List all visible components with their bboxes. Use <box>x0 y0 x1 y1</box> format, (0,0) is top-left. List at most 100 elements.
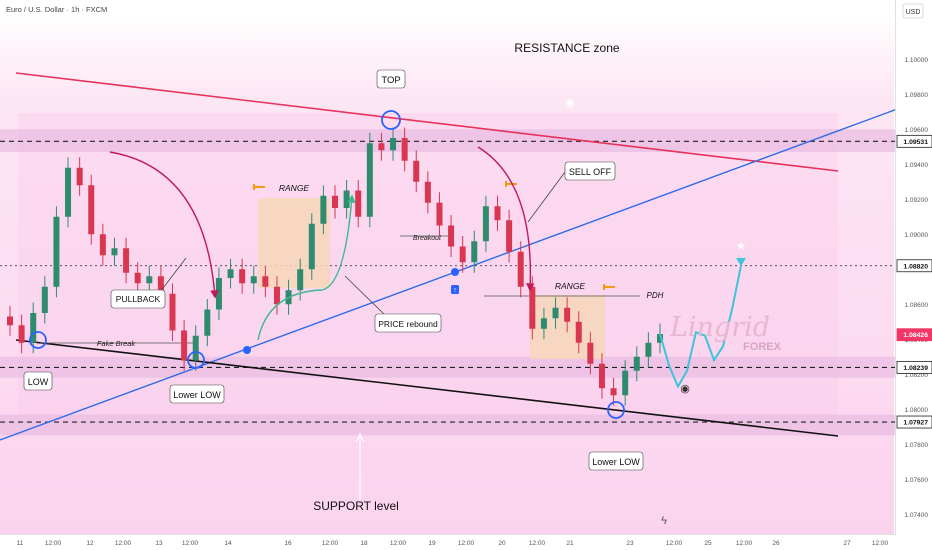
candle-up <box>41 286 48 313</box>
rebound-leader <box>344 275 387 317</box>
symbol-title[interactable]: Euro / U.S. Dollar · 1h · FXCM <box>6 5 107 14</box>
candle-down <box>88 185 95 235</box>
candle-down <box>134 272 141 284</box>
x-tick-label: 27 <box>843 540 851 547</box>
candle-down <box>332 195 338 208</box>
candle-down <box>99 234 106 256</box>
x-tick-label: 11 <box>17 540 24 547</box>
x-tick-label: 12:00 <box>115 540 132 547</box>
price-label: 1.09531 <box>903 139 928 146</box>
low-circle <box>29 331 47 349</box>
x-tick-label: 12:00 <box>872 540 889 547</box>
price-labels: 1.09531 1.08820 1.08426 1.08239 1.07927 <box>896 134 932 429</box>
y-tick-label: 1.09400 <box>905 162 929 169</box>
candles-layer <box>7 127 663 406</box>
selloff-label: SELL OFF <box>569 167 612 177</box>
top-circle <box>381 110 401 130</box>
projection-path <box>659 265 742 389</box>
range-box-1 <box>258 198 330 288</box>
price-label: 1.08820 <box>903 263 928 270</box>
x-tick-label: 12:00 <box>736 540 753 547</box>
currency-label: USD <box>906 9 921 16</box>
rebound-label: PRICE rebound <box>378 319 438 329</box>
currency-badge[interactable] <box>902 3 924 19</box>
zones-layer <box>0 129 896 436</box>
candle-up <box>622 370 629 396</box>
y-tick-label: 1.09600 <box>905 127 929 134</box>
ascending-trendline[interactable] <box>0 107 901 441</box>
candle-up <box>633 356 640 371</box>
range-flag-2 <box>603 286 615 288</box>
candle-down <box>378 143 385 151</box>
lightning-icon[interactable]: ϟ <box>661 515 667 527</box>
callout-rebound: PRICE rebound <box>374 313 442 333</box>
price-label-box <box>896 415 932 429</box>
trendline-touch-2 <box>451 268 459 276</box>
callout-top: TOP <box>376 69 406 89</box>
range-label-1: RANGE <box>279 183 310 193</box>
candle-up <box>215 278 222 310</box>
eye-icon: ◉ <box>680 383 690 395</box>
info-marker-icon <box>451 285 459 294</box>
candle-down <box>262 276 269 287</box>
candle-up <box>308 223 315 270</box>
candle-down <box>7 316 13 326</box>
candle-up <box>540 318 547 329</box>
candle-down <box>610 388 617 396</box>
price-label: 1.08239 <box>903 365 928 372</box>
selloff-arrow <box>477 146 535 292</box>
y-tick-label: 1.07400 <box>905 512 929 519</box>
candle-up <box>482 206 489 242</box>
x-tick-label: 13 <box>155 540 163 547</box>
support-level-label: SUPPORT level <box>313 499 399 513</box>
lower-low-label-1: Lower LOW <box>173 390 221 400</box>
candle-up <box>250 276 257 284</box>
x-tick-label: 26 <box>772 540 780 547</box>
price-label-box <box>896 361 932 374</box>
fake-break-label: Fake Break <box>97 339 137 348</box>
y-tick-label: 1.09800 <box>905 92 929 99</box>
candle-up <box>343 190 350 208</box>
x-tick-label: 12:00 <box>182 540 199 547</box>
x-tick-label: 20 <box>498 540 506 547</box>
candle-down <box>517 251 524 287</box>
lower-low-label-2: Lower LOW <box>592 457 640 467</box>
resistance-trendline[interactable] <box>15 72 839 172</box>
candle-up <box>366 143 373 217</box>
low-label: LOW <box>28 377 49 387</box>
candle-up <box>146 276 153 284</box>
support-trendline[interactable] <box>15 339 839 437</box>
x-tick-label: 23 <box>626 540 634 547</box>
callout-selloff: SELL OFF <box>564 161 616 181</box>
candle-down <box>436 202 443 226</box>
callout-lower-low-2: Lower LOW <box>588 451 644 471</box>
zone-resistance <box>0 129 896 152</box>
watermark-sub: FOREX <box>743 341 782 353</box>
candle-up <box>320 195 327 224</box>
trendline-touch-1 <box>243 346 251 354</box>
candle-down <box>413 160 420 182</box>
y-tick-label: 1.09200 <box>905 197 929 204</box>
candle-up <box>227 269 234 278</box>
callout-pullback: PULLBACK <box>110 289 166 309</box>
price-axis[interactable] <box>896 0 932 550</box>
projection-arrowhead <box>736 258 746 266</box>
x-tick-label: 12:00 <box>458 540 475 547</box>
x-tick-label: 21 <box>566 540 574 547</box>
selloff-leader <box>527 171 566 223</box>
top-label: TOP <box>381 75 400 86</box>
candle-down <box>76 167 83 186</box>
x-tick-label: 12:00 <box>666 540 683 547</box>
x-tick-label: 12:00 <box>390 540 407 547</box>
candle-up <box>390 138 397 151</box>
x-tick-label: 12:00 <box>529 540 546 547</box>
candle-up <box>111 248 118 256</box>
candle-down <box>169 293 176 331</box>
y-tick-label: 1.08600 <box>905 302 929 309</box>
range-flag-2-pole <box>603 284 605 290</box>
price-label-box <box>896 259 932 273</box>
candle-down <box>157 276 164 294</box>
candle-up <box>657 334 663 343</box>
time-axis[interactable] <box>0 534 896 550</box>
